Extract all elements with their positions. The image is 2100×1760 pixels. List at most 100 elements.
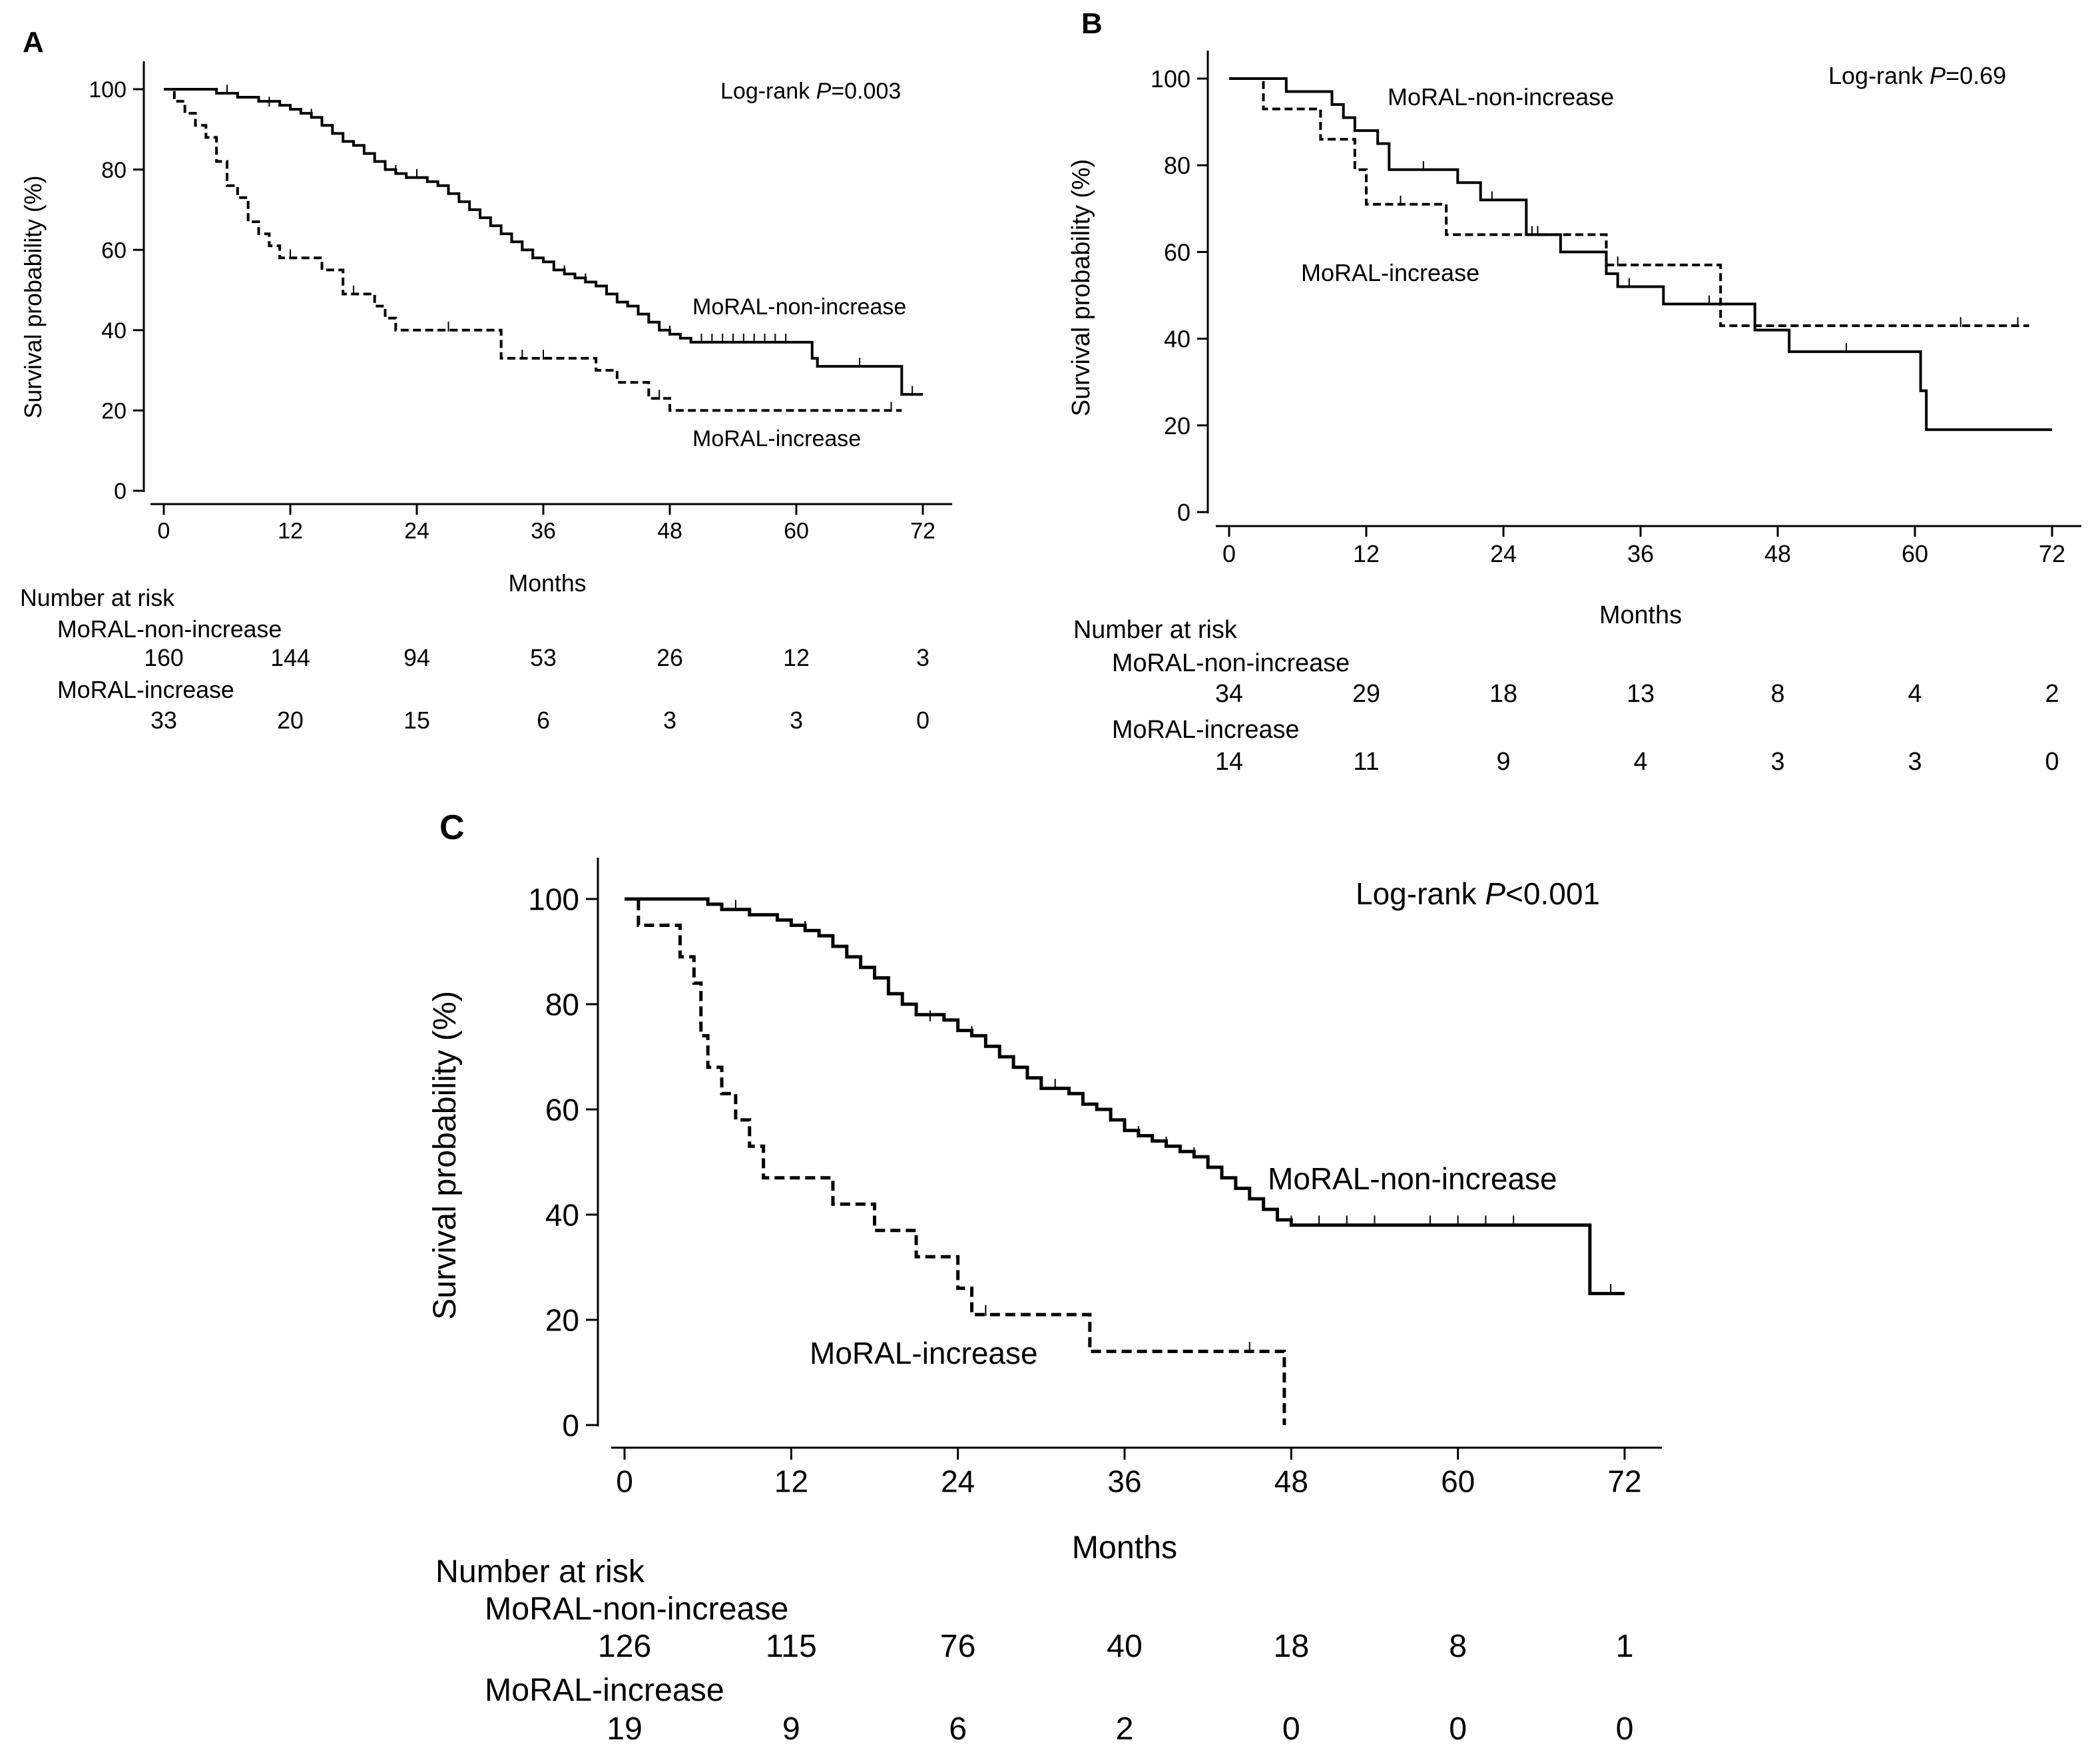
panel-c-risk-value-non-increase: 40 [1107,1628,1143,1664]
panel-a-x-tick-label: 48 [657,519,682,544]
panel-b-logrank-annotation: Log-rank P=0.69 [1828,62,2006,89]
panel-b-y-tick-label: 100 [1151,65,1190,93]
panel-b-risk-value-non-increase: 34 [1215,680,1243,708]
panel-a-y-tick-label: 40 [101,318,127,344]
panel-c-series-non-increase-line [625,897,1625,1295]
panel-b-risk-value-non-increase: 29 [1352,680,1380,708]
panel-b-y-tick-label: 60 [1164,238,1190,266]
panel-c-y-tick-label: 0 [562,1408,579,1443]
panel-b-x-tick-label: 72 [2039,540,2065,567]
panel-c-risk-name-increase: MoRAL-increase [485,1672,724,1708]
panel-b-risk-value-increase: 9 [1496,748,1510,776]
panel-a-x-tick-label: 24 [404,519,429,544]
panel-a-risk-value-non-increase: 53 [530,645,557,671]
panel-b-x-tick-label: 12 [1353,540,1380,567]
panel-c-risk-value-increase: 19 [607,1711,643,1747]
panel-b-risk-value-non-increase: 4 [1908,680,1922,708]
panel-b-x-tick-label: 48 [1764,540,1791,567]
panel-c-risk-value-increase: 2 [1116,1711,1134,1747]
panel-b-y-tick-label: 80 [1164,152,1190,179]
panel-b-risk-value-increase: 4 [1633,748,1647,776]
panel-b-series-non-increase-line [1229,77,2052,432]
panel-c-y-tick-label: 40 [545,1198,579,1233]
panel-c-y-tick-label: 80 [545,988,579,1022]
panel-b-risk-name-non-increase: MoRAL-non-increase [1112,649,1350,677]
panel-c-risk-value-non-increase: 126 [598,1628,652,1664]
panel-c-risk-value-non-increase: 18 [1273,1628,1309,1664]
panel-c-x-tick-label: 72 [1607,1464,1641,1498]
panel-a-series-non-increase-label: MoRAL-non-increase [692,294,906,320]
panel-a-x-tick-label: 60 [784,519,809,544]
panel-a-risk-value-increase: 6 [537,707,550,734]
panel-c-risk-value-non-increase: 8 [1449,1628,1467,1664]
panel-b-risk-value-non-increase: 18 [1489,680,1517,708]
panel-a-risk-value-increase: 15 [403,707,430,734]
panel-a-x-tick-label: 0 [158,519,170,544]
panel-b-risk-value-increase: 0 [2045,748,2059,776]
panel-c-risk-title: Number at risk [435,1554,645,1590]
panel-b-series-increase-line [1229,77,2029,328]
panel-c-series-non-increase-label: MoRAL-non-increase [1268,1161,1557,1196]
panel-c-x-tick-label: 36 [1107,1464,1141,1498]
panel-a-y-tick-label: 20 [101,399,127,424]
panel-a-x-tick-label: 72 [910,519,935,544]
panel-c-risk-value-increase: 6 [949,1711,967,1747]
panel-a-risk-value-non-increase: 3 [916,645,929,671]
panel-c-y-tick-label: 20 [545,1303,579,1338]
panel-a-x-axis-label: Months [508,570,586,597]
panel-a-risk-name-increase: MoRAL-increase [57,677,234,703]
panel-c-y-axis-label: Survival probability (%) [427,991,463,1320]
panel-b-risk-value-increase: 3 [1770,748,1784,776]
panel-b-y-tick-label: 20 [1164,412,1190,440]
panel-b-x-tick-label: 0 [1222,540,1236,567]
panel-b-risk-value-non-increase: 13 [1627,680,1655,708]
panel-a-y-tick-label: 80 [101,158,127,183]
panel-a-y-tick-label: 60 [101,238,127,263]
panel-a-x-tick-label: 12 [278,519,303,544]
panel-c-series-increase-line [625,897,1286,1425]
panel-a-risk-value-non-increase: 160 [144,645,184,671]
panel-b-x-tick-label: 60 [1902,540,1928,567]
panel-c-letter: C [439,808,465,847]
panel-b-risk-value-non-increase: 2 [2045,680,2059,708]
panel-b-risk-value-increase: 11 [1353,748,1379,776]
panel-b-letter: B [1081,7,1103,40]
panel-c-x-tick-label: 24 [941,1464,975,1498]
panel-b-risk-value-non-increase: 8 [1770,680,1784,708]
panel-b-y-tick-label: 0 [1177,499,1190,526]
panel-a-letter: A [23,26,44,59]
panel-c-risk-value-non-increase: 1 [1616,1628,1634,1664]
panel-c-risk-value-increase: 9 [782,1711,800,1747]
panel-c-x-tick-label: 48 [1274,1464,1308,1498]
panel-c-x-tick-label: 60 [1441,1464,1475,1498]
panel-c-y-tick-label: 60 [545,1093,579,1127]
panel-c-risk-value-non-increase: 115 [766,1628,817,1664]
panel-a-logrank-annotation: Log-rank P=0.003 [720,79,901,104]
panel-a-series-increase-line [164,88,902,412]
panel-a-y-tick-label: 100 [89,77,127,103]
panel-c-x-tick-label: 0 [616,1464,633,1498]
panel-a-y-tick-label: 0 [114,479,127,504]
panel-a-risk-title: Number at risk [20,585,174,611]
panel-b-y-tick-label: 40 [1164,326,1190,353]
panel-a-risk-value-non-increase: 144 [270,645,310,671]
panel-b-risk-value-increase: 3 [1908,748,1922,776]
panel-c-x-axis-label: Months [1072,1530,1177,1566]
panel-b-risk-name-increase: MoRAL-increase [1112,716,1299,744]
panel-b-x-tick-label: 24 [1490,540,1517,567]
panel-a-series-increase-label: MoRAL-increase [692,426,861,451]
panel-c-risk-value-increase: 0 [1282,1711,1300,1747]
panel-c-series-increase-label: MoRAL-increase [810,1336,1038,1370]
panel-a-risk-value-increase: 33 [150,707,177,734]
panel-a-risk-value-non-increase: 26 [656,645,683,671]
panel-b-risk-title: Number at risk [1073,616,1237,644]
panel-a-risk-name-non-increase: MoRAL-non-increase [57,616,282,643]
panel-a-risk-value-increase: 3 [790,707,803,734]
panel-b-x-axis-label: Months [1599,601,1682,629]
panel-a-risk-value-increase: 0 [916,707,929,734]
panel-b-series-non-increase-label: MoRAL-non-increase [1388,83,1614,111]
